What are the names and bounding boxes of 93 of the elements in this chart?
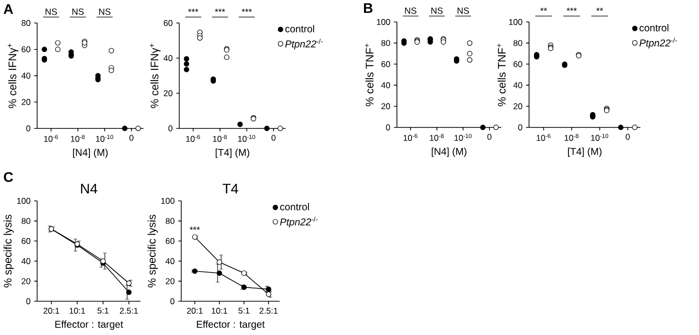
y-tick-label: 80 <box>22 218 30 224</box>
text: NS <box>431 8 443 14</box>
x-axis-title: Effector : target <box>196 320 265 330</box>
y-axis-title: % specific lysis <box>148 214 158 288</box>
y-tick-label: 40 <box>164 55 172 62</box>
y-tick-label: 20 <box>166 278 174 284</box>
y-tick-label: 0 <box>518 124 522 130</box>
y-tick-label: 80 <box>514 40 522 46</box>
legend-label: control <box>280 203 309 210</box>
legend-label: Ptpn22$^{-/-}$ <box>285 38 323 50</box>
y-tick-label: 0 <box>26 298 30 304</box>
x-axis-title: [N4] (M) <box>432 148 466 157</box>
y-tick-label: 40 <box>21 258 30 264</box>
y-tick-label: 40 <box>381 82 390 88</box>
chart-title: N4 <box>81 184 98 194</box>
text: *** <box>242 8 252 12</box>
text: NS <box>458 8 469 14</box>
text: NS <box>405 8 416 14</box>
annotation: *** <box>190 226 200 230</box>
legend-label: control <box>285 25 314 32</box>
text: NS <box>46 8 57 15</box>
x-tick-label: 10$^{-6}$ <box>186 134 200 142</box>
x-axis-title: [T4] (M) <box>216 148 250 158</box>
text: NS <box>99 8 110 15</box>
chart-title: T4 <box>222 184 238 194</box>
y-tick-label: 20 <box>381 103 390 110</box>
x-tick-label: 10$^{-8}$ <box>213 134 227 142</box>
x-tick-label: 0 <box>129 134 134 141</box>
text: B <box>364 3 372 13</box>
y-tick-label: 0 <box>26 125 30 132</box>
y-tick-label: 60 <box>381 61 390 68</box>
x-tick-label: 10$^{-10}$ <box>454 134 472 141</box>
x-tick-label: 10$^{-8}$ <box>430 134 444 141</box>
x-tick-label: 10$^{-10}$ <box>591 134 608 141</box>
y-tick-label: 20 <box>164 90 172 96</box>
x-axis-title: [T4] (M) <box>568 148 602 157</box>
text: ** <box>540 8 547 11</box>
x-tick-label: 10$^{-6}$ <box>536 134 550 141</box>
y-tick-label: 60 <box>164 20 172 26</box>
x-tick-label: 0 <box>626 134 630 140</box>
x-tick-label: 10$^{-6}$ <box>44 134 58 142</box>
y-tick-label: 60 <box>166 238 174 244</box>
text: A <box>4 4 14 14</box>
x-tick-label: 5:1 <box>238 308 250 314</box>
x-tick-label: 10$^{-10}$ <box>96 134 114 142</box>
y-tick-label: 80 <box>22 20 30 26</box>
y-axis-title: % cells TNF$^{+}$ <box>365 44 374 106</box>
x-tick-label: 20:1 <box>44 308 60 314</box>
text: *** <box>188 8 198 12</box>
x-tick-label: 5:1 <box>98 308 109 314</box>
x-axis-title: Effector : target <box>55 320 124 330</box>
x-axis-title: [N4] (M) <box>73 148 108 158</box>
y-tick-label: 20 <box>22 99 30 105</box>
x-tick-label: 10:1 <box>212 308 228 314</box>
y-tick-label: 100 <box>161 198 174 204</box>
x-tick-label: 10:1 <box>70 308 86 314</box>
y-tick-label: 100 <box>17 198 30 204</box>
text: ** <box>596 8 604 11</box>
y-tick-label: 100 <box>376 19 390 25</box>
y-tick-label: 100 <box>509 19 522 25</box>
y-tick-label: 40 <box>21 72 30 79</box>
x-tick-label: 10$^{-6}$ <box>404 134 418 141</box>
x-tick-label: 0 <box>272 134 276 141</box>
y-tick-label: 60 <box>22 46 30 52</box>
y-tick-label: 20 <box>514 103 522 110</box>
y-axis-title: % specific lysis <box>4 214 14 288</box>
text: *** <box>566 8 577 11</box>
y-tick-label: 20 <box>22 278 30 284</box>
y-axis-title: % cells IFNγ$^{+}$ <box>8 44 18 108</box>
x-tick-label: 2.5:1 <box>120 308 138 314</box>
y-tick-label: 60 <box>22 238 30 244</box>
x-tick-label: 10$^{-10}$ <box>238 134 256 142</box>
y-tick-label: 40 <box>513 82 522 88</box>
legend-label: Ptpn22$^{-/-}$ <box>280 216 318 228</box>
y-axis-title: % cells IFNγ$^{+}$ <box>150 44 161 108</box>
legend-label: control <box>640 24 668 32</box>
y-tick-label: 0 <box>386 124 390 130</box>
x-tick-label: 10$^{-8}$ <box>70 134 85 142</box>
y-tick-label: 80 <box>166 218 174 224</box>
x-tick-label: 0 <box>487 134 492 140</box>
text: *** <box>214 8 226 12</box>
x-tick-label: 10$^{-8}$ <box>564 134 578 141</box>
y-tick-label: 0 <box>170 298 174 304</box>
text: NS <box>72 8 84 15</box>
y-axis-title: % cells TNF$^{+}$ <box>497 44 506 106</box>
legend-label: Ptpn22$^{-/-}$ <box>639 38 677 48</box>
text: C <box>4 172 13 182</box>
y-tick-label: 40 <box>166 258 174 264</box>
y-tick-label: 80 <box>381 40 390 46</box>
y-tick-label: 60 <box>514 61 522 68</box>
x-tick-label: 20:1 <box>186 308 203 314</box>
y-tick-label: 0 <box>168 125 172 132</box>
x-tick-label: 2.5:1 <box>260 308 278 314</box>
